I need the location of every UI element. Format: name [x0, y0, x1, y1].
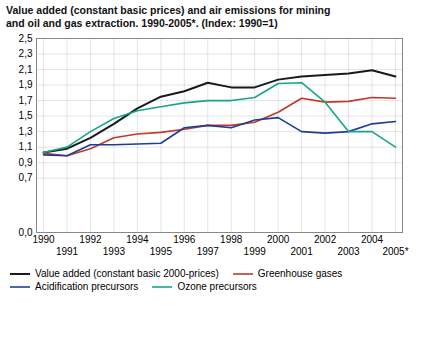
svg-text:2003: 2003 — [337, 246, 360, 257]
svg-text:1997: 1997 — [197, 246, 220, 257]
svg-text:0,0: 0,0 — [19, 227, 33, 238]
svg-text:2,5: 2,5 — [19, 33, 33, 44]
svg-text:1994: 1994 — [126, 234, 149, 245]
svg-text:1998: 1998 — [220, 234, 243, 245]
svg-text:1990: 1990 — [32, 234, 55, 245]
svg-text:0,7: 0,7 — [19, 172, 33, 183]
svg-text:1999: 1999 — [244, 246, 267, 257]
svg-text:1,3: 1,3 — [19, 126, 33, 137]
html-text:and oil and gas extraction. 19: and oil and gas extraction. 1990-2005*. … — [6, 17, 278, 29]
svg-text:2004: 2004 — [361, 234, 384, 245]
svg-text:1,9: 1,9 — [19, 79, 33, 90]
html-text:Ozone precursors: Ozone precursors — [177, 281, 257, 292]
svg-text:1,7: 1,7 — [19, 95, 33, 106]
svg-text:2,1: 2,1 — [19, 64, 33, 75]
svg-text:1993: 1993 — [103, 246, 126, 257]
html-text:Value added (constant basic pr: Value added (constant basic prices) and … — [6, 4, 331, 16]
svg-text:1991: 1991 — [56, 246, 79, 257]
html-text:Greenhouse gases: Greenhouse gases — [257, 268, 343, 279]
svg-text:0,9: 0,9 — [19, 157, 33, 168]
svg-text:1,1: 1,1 — [19, 141, 33, 152]
svg-text:1,5: 1,5 — [19, 110, 33, 121]
svg-text:1995: 1995 — [150, 246, 173, 257]
svg-text:2002: 2002 — [314, 234, 337, 245]
svg-text:2,3: 2,3 — [19, 48, 33, 59]
svg-text:1992: 1992 — [79, 234, 102, 245]
svg-text:2001: 2001 — [290, 246, 313, 257]
html-text:Acidification precursors: Acidification precursors — [35, 281, 139, 292]
svg-text:2000: 2000 — [267, 234, 290, 245]
svg-text:2005*: 2005* — [382, 246, 408, 257]
html-text:Value added (constant basic 20: Value added (constant basic 2000-prices) — [35, 268, 219, 279]
svg-text:1996: 1996 — [173, 234, 196, 245]
